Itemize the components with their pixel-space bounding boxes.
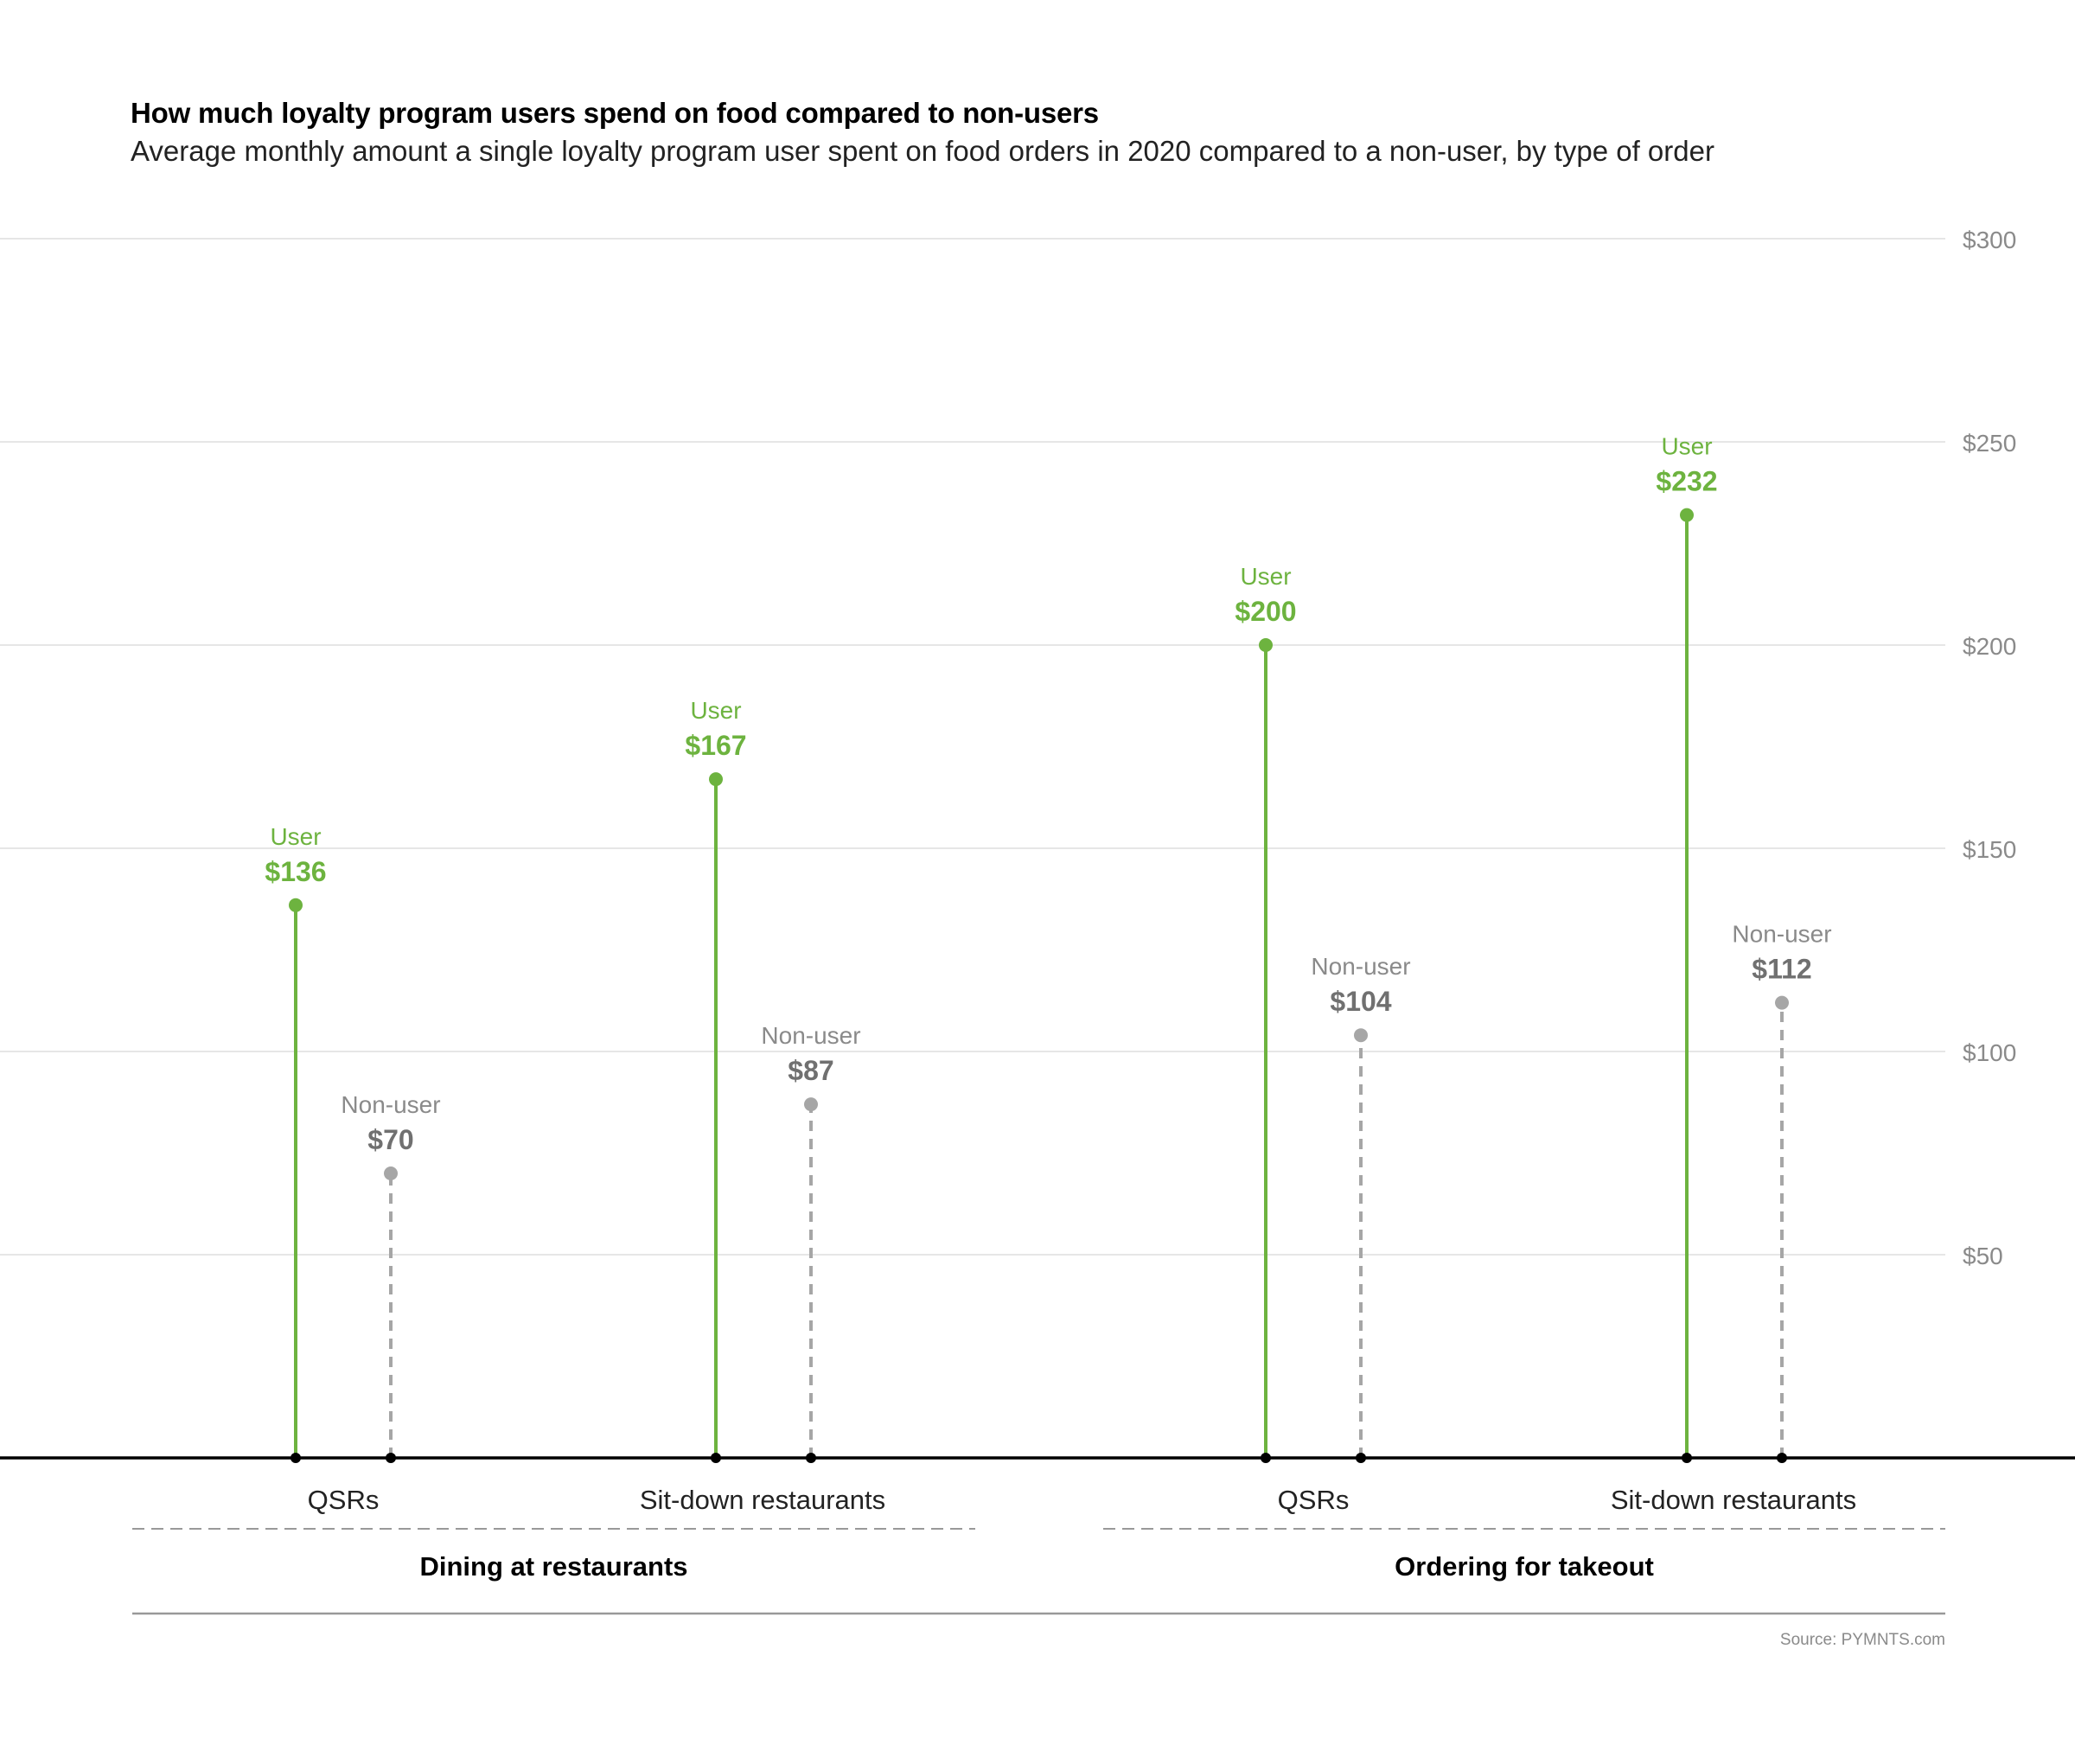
non-user-point — [1354, 1028, 1368, 1043]
y-tick-label: $50 — [1963, 1243, 2003, 1269]
non-user-point — [1775, 995, 1789, 1010]
y-tick-label: $150 — [1963, 836, 2016, 863]
non-user-value-label: $70 — [367, 1124, 413, 1155]
y-tick-label: $300 — [1963, 227, 2016, 253]
x-category-label: QSRs — [1278, 1485, 1350, 1515]
y-axis-ticks: $50 $100 $150 $200 $250 $300 — [1963, 227, 2016, 1269]
x-category-label: Sit-down restaurants — [1611, 1485, 1856, 1515]
non-user-series-label: Non-user — [761, 1022, 860, 1049]
value-labels: User $136 Non-user $70 User $167 Non-user $87 Us… — [265, 433, 1831, 1155]
non-user-value-label: $87 — [788, 1055, 833, 1086]
y-tick-label: $250 — [1963, 430, 2016, 457]
y-tick-label: $200 — [1963, 633, 2016, 660]
user-series-label: User — [1240, 563, 1291, 590]
non-user-value-label: $112 — [1752, 954, 1811, 985]
user-point — [709, 772, 723, 787]
baseline-point — [386, 1453, 396, 1463]
baseline-point — [711, 1453, 721, 1463]
gridlines — [0, 238, 1945, 1256]
x-category-label: Sit-down restaurants — [640, 1485, 885, 1515]
non-user-series-label: Non-user — [341, 1091, 440, 1118]
user-point — [1259, 638, 1273, 652]
non-user-value-label: $104 — [1330, 986, 1391, 1017]
user-series-label: User — [690, 697, 741, 724]
baseline-point — [1356, 1453, 1366, 1463]
x-category-label: QSRs — [308, 1485, 380, 1515]
x-axis-categories: QSRs Sit-down restaurants QSRs Sit-down res… — [308, 1485, 1857, 1515]
non-user-point — [384, 1166, 398, 1180]
group-labels: Dining at restaurants Ordering for takeou… — [132, 1528, 1945, 1582]
lollipop-stems — [294, 514, 1784, 1458]
baseline-point — [806, 1453, 816, 1463]
non-user-point — [804, 1097, 818, 1112]
baseline-point — [1777, 1453, 1787, 1463]
source-note: Source: PYMNTS.com — [1779, 1631, 1945, 1649]
user-value-label: $167 — [685, 730, 746, 761]
user-value-label: $136 — [265, 856, 326, 887]
non-user-series-label: Non-user — [1311, 953, 1410, 980]
y-tick-label: $100 — [1963, 1039, 2016, 1066]
non-user-series-label: Non-user — [1732, 921, 1831, 948]
chart-subtitle: Average monthly amount a single loyalty … — [131, 135, 1714, 167]
lollipop-dots — [289, 508, 1789, 1463]
baseline-point — [1682, 1453, 1692, 1463]
user-series-label: User — [270, 823, 321, 850]
chart-title: How much loyalty program users spend on … — [131, 97, 1099, 129]
user-point — [289, 898, 303, 912]
group-label: Ordering for takeout — [1395, 1551, 1654, 1582]
user-point — [1680, 508, 1694, 522]
baseline-point — [290, 1453, 301, 1463]
baseline-point — [1261, 1453, 1271, 1463]
user-value-label: $232 — [1656, 466, 1717, 497]
group-label: Dining at restaurants — [419, 1551, 687, 1582]
user-value-label: $200 — [1235, 596, 1296, 627]
user-series-label: User — [1661, 433, 1712, 460]
